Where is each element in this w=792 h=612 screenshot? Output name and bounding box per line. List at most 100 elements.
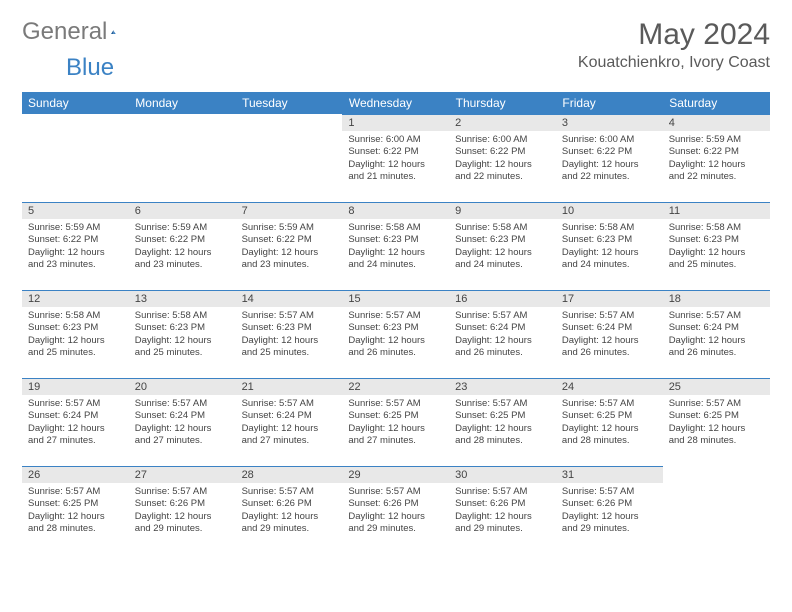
calendar-cell: 5Sunrise: 5:59 AMSunset: 6:22 PMDaylight… (22, 202, 129, 290)
location-label: Kouatchienkro, Ivory Coast (578, 54, 770, 72)
day-number: 2 (449, 114, 556, 131)
calendar-cell: 20Sunrise: 5:57 AMSunset: 6:24 PMDayligh… (129, 378, 236, 466)
calendar-cell: 1Sunrise: 6:00 AMSunset: 6:22 PMDaylight… (342, 114, 449, 202)
calendar-cell: 3Sunrise: 6:00 AMSunset: 6:22 PMDaylight… (556, 114, 663, 202)
day-details: Sunrise: 5:57 AMSunset: 6:25 PMDaylight:… (556, 395, 663, 449)
calendar-cell (236, 114, 343, 202)
header-monday: Monday (129, 92, 236, 114)
day-number: 29 (342, 466, 449, 483)
day-details: Sunrise: 5:57 AMSunset: 6:24 PMDaylight:… (663, 307, 770, 361)
day-number: 30 (449, 466, 556, 483)
calendar-cell: 11Sunrise: 5:58 AMSunset: 6:23 PMDayligh… (663, 202, 770, 290)
day-number: 16 (449, 290, 556, 307)
calendar-cell: 13Sunrise: 5:58 AMSunset: 6:23 PMDayligh… (129, 290, 236, 378)
day-number: 14 (236, 290, 343, 307)
day-number: 21 (236, 378, 343, 395)
day-details: Sunrise: 5:59 AMSunset: 6:22 PMDaylight:… (22, 219, 129, 273)
brand-text-1: General (22, 18, 107, 46)
calendar-cell: 25Sunrise: 5:57 AMSunset: 6:25 PMDayligh… (663, 378, 770, 466)
calendar-cell: 28Sunrise: 5:57 AMSunset: 6:26 PMDayligh… (236, 466, 343, 554)
calendar-cell: 27Sunrise: 5:57 AMSunset: 6:26 PMDayligh… (129, 466, 236, 554)
day-details: Sunrise: 5:57 AMSunset: 6:25 PMDaylight:… (449, 395, 556, 449)
day-number: 25 (663, 378, 770, 395)
calendar-cell: 4Sunrise: 5:59 AMSunset: 6:22 PMDaylight… (663, 114, 770, 202)
calendar-cell (22, 114, 129, 202)
day-number: 3 (556, 114, 663, 131)
day-details: Sunrise: 5:57 AMSunset: 6:26 PMDaylight:… (342, 483, 449, 537)
day-details: Sunrise: 5:58 AMSunset: 6:23 PMDaylight:… (663, 219, 770, 273)
day-number: 1 (342, 114, 449, 131)
calendar-week-row: 1Sunrise: 6:00 AMSunset: 6:22 PMDaylight… (22, 114, 770, 202)
calendar-cell: 7Sunrise: 5:59 AMSunset: 6:22 PMDaylight… (236, 202, 343, 290)
calendar-grid: Sunday Monday Tuesday Wednesday Thursday… (22, 92, 770, 554)
calendar-cell: 15Sunrise: 5:57 AMSunset: 6:23 PMDayligh… (342, 290, 449, 378)
calendar-cell (663, 466, 770, 554)
day-number: 17 (556, 290, 663, 307)
header-thursday: Thursday (449, 92, 556, 114)
header-saturday: Saturday (663, 92, 770, 114)
day-number: 28 (236, 466, 343, 483)
day-number: 7 (236, 202, 343, 219)
brand-logo: General (22, 18, 137, 46)
day-number: 22 (342, 378, 449, 395)
calendar-cell: 8Sunrise: 5:58 AMSunset: 6:23 PMDaylight… (342, 202, 449, 290)
calendar-cell: 22Sunrise: 5:57 AMSunset: 6:25 PMDayligh… (342, 378, 449, 466)
calendar-cell: 10Sunrise: 5:58 AMSunset: 6:23 PMDayligh… (556, 202, 663, 290)
day-number: 26 (22, 466, 129, 483)
day-number: 12 (22, 290, 129, 307)
day-details: Sunrise: 6:00 AMSunset: 6:22 PMDaylight:… (449, 131, 556, 185)
calendar-cell: 30Sunrise: 5:57 AMSunset: 6:26 PMDayligh… (449, 466, 556, 554)
day-number: 31 (556, 466, 663, 483)
calendar-week-row: 19Sunrise: 5:57 AMSunset: 6:24 PMDayligh… (22, 378, 770, 466)
day-number: 9 (449, 202, 556, 219)
calendar-cell: 2Sunrise: 6:00 AMSunset: 6:22 PMDaylight… (449, 114, 556, 202)
day-number: 10 (556, 202, 663, 219)
calendar-cell: 14Sunrise: 5:57 AMSunset: 6:23 PMDayligh… (236, 290, 343, 378)
calendar-week-row: 26Sunrise: 5:57 AMSunset: 6:25 PMDayligh… (22, 466, 770, 554)
brand-text-2: Blue (66, 54, 114, 82)
day-details: Sunrise: 5:57 AMSunset: 6:26 PMDaylight:… (129, 483, 236, 537)
day-number: 5 (22, 202, 129, 219)
calendar-body: 1Sunrise: 6:00 AMSunset: 6:22 PMDaylight… (22, 114, 770, 554)
day-details: Sunrise: 5:58 AMSunset: 6:23 PMDaylight:… (129, 307, 236, 361)
day-details: Sunrise: 5:57 AMSunset: 6:25 PMDaylight:… (342, 395, 449, 449)
day-details: Sunrise: 5:59 AMSunset: 6:22 PMDaylight:… (129, 219, 236, 273)
day-details: Sunrise: 5:57 AMSunset: 6:24 PMDaylight:… (22, 395, 129, 449)
day-details: Sunrise: 5:57 AMSunset: 6:26 PMDaylight:… (236, 483, 343, 537)
day-details: Sunrise: 5:58 AMSunset: 6:23 PMDaylight:… (449, 219, 556, 273)
day-number: 18 (663, 290, 770, 307)
calendar-cell: 21Sunrise: 5:57 AMSunset: 6:24 PMDayligh… (236, 378, 343, 466)
day-details: Sunrise: 5:57 AMSunset: 6:24 PMDaylight:… (129, 395, 236, 449)
day-details: Sunrise: 5:58 AMSunset: 6:23 PMDaylight:… (22, 307, 129, 361)
day-details: Sunrise: 5:57 AMSunset: 6:23 PMDaylight:… (342, 307, 449, 361)
day-number: 11 (663, 202, 770, 219)
day-details: Sunrise: 5:58 AMSunset: 6:23 PMDaylight:… (342, 219, 449, 273)
day-details: Sunrise: 5:57 AMSunset: 6:26 PMDaylight:… (449, 483, 556, 537)
calendar-cell (129, 114, 236, 202)
day-details: Sunrise: 5:58 AMSunset: 6:23 PMDaylight:… (556, 219, 663, 273)
header-friday: Friday (556, 92, 663, 114)
day-details: Sunrise: 5:57 AMSunset: 6:24 PMDaylight:… (556, 307, 663, 361)
calendar-cell: 24Sunrise: 5:57 AMSunset: 6:25 PMDayligh… (556, 378, 663, 466)
calendar-cell: 16Sunrise: 5:57 AMSunset: 6:24 PMDayligh… (449, 290, 556, 378)
day-details: Sunrise: 5:57 AMSunset: 6:23 PMDaylight:… (236, 307, 343, 361)
day-number: 15 (342, 290, 449, 307)
calendar-cell: 26Sunrise: 5:57 AMSunset: 6:25 PMDayligh… (22, 466, 129, 554)
calendar-week-row: 5Sunrise: 5:59 AMSunset: 6:22 PMDaylight… (22, 202, 770, 290)
calendar-cell: 6Sunrise: 5:59 AMSunset: 6:22 PMDaylight… (129, 202, 236, 290)
title-block: May 2024 Kouatchienkro, Ivory Coast (578, 18, 770, 72)
header-sunday: Sunday (22, 92, 129, 114)
day-details: Sunrise: 5:57 AMSunset: 6:25 PMDaylight:… (663, 395, 770, 449)
calendar-cell: 19Sunrise: 5:57 AMSunset: 6:24 PMDayligh… (22, 378, 129, 466)
calendar-cell: 29Sunrise: 5:57 AMSunset: 6:26 PMDayligh… (342, 466, 449, 554)
calendar-page: General May 2024 Kouatchienkro, Ivory Co… (0, 0, 792, 564)
day-number: 27 (129, 466, 236, 483)
day-details: Sunrise: 5:57 AMSunset: 6:24 PMDaylight:… (449, 307, 556, 361)
header-tuesday: Tuesday (236, 92, 343, 114)
weekday-header-row: Sunday Monday Tuesday Wednesday Thursday… (22, 92, 770, 114)
day-details: Sunrise: 5:57 AMSunset: 6:25 PMDaylight:… (22, 483, 129, 537)
day-number: 23 (449, 378, 556, 395)
day-details: Sunrise: 5:59 AMSunset: 6:22 PMDaylight:… (236, 219, 343, 273)
day-details: Sunrise: 5:57 AMSunset: 6:24 PMDaylight:… (236, 395, 343, 449)
calendar-cell: 18Sunrise: 5:57 AMSunset: 6:24 PMDayligh… (663, 290, 770, 378)
